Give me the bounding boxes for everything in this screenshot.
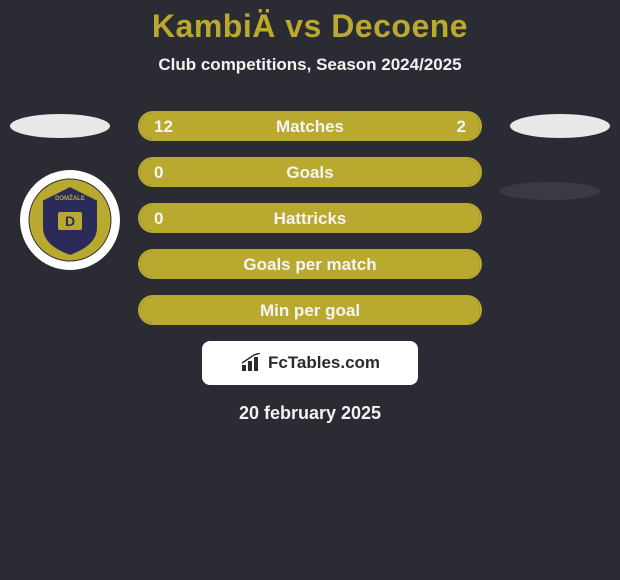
- chart-icon: [240, 353, 264, 373]
- snapshot-date: 20 february 2025: [0, 403, 620, 424]
- stat-right-value: 2: [457, 117, 466, 137]
- stat-bar-matches: 12 Matches 2: [138, 111, 482, 141]
- page-subtitle: Club competitions, Season 2024/2025: [0, 55, 620, 75]
- stat-row: Min per goal: [0, 295, 620, 325]
- player-left-avatar: [10, 114, 110, 138]
- stat-bar-hattricks: 0 Hattricks: [138, 203, 482, 233]
- stat-label: Matches: [140, 117, 480, 137]
- stat-bar-goals: 0 Goals: [138, 157, 482, 187]
- comparison-card: KambiÄ vs Decoene Club competitions, Sea…: [0, 0, 620, 580]
- stat-label: Hattricks: [140, 209, 480, 229]
- player-right-shadow: [500, 182, 600, 200]
- stat-bar-mpg: Min per goal: [138, 295, 482, 325]
- stat-bar-gpm: Goals per match: [138, 249, 482, 279]
- svg-text:D: D: [65, 213, 75, 229]
- stat-row: 12 Matches 2: [0, 111, 620, 141]
- stat-label: Goals: [140, 163, 480, 183]
- svg-text:DOMŽALE: DOMŽALE: [55, 194, 85, 202]
- club-badge-left: D DOMŽALE: [20, 170, 120, 270]
- stat-label: Min per goal: [140, 301, 480, 321]
- page-title: KambiÄ vs Decoene: [0, 0, 620, 45]
- source-logo-text: FcTables.com: [268, 353, 380, 373]
- player-right-avatar: [510, 114, 610, 138]
- club-badge-icon: D DOMŽALE: [28, 178, 112, 262]
- source-logo: FcTables.com: [202, 341, 418, 385]
- stat-label: Goals per match: [140, 255, 480, 275]
